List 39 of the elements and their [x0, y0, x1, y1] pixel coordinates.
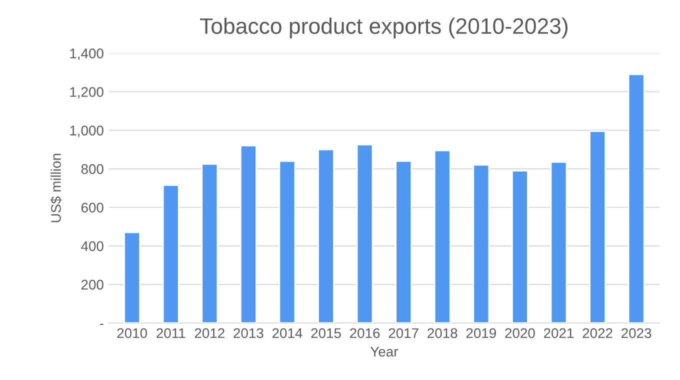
bar: [278, 160, 296, 323]
x-tick-label: 2015: [311, 328, 341, 338]
x-tick-label: 2011: [156, 328, 186, 338]
bar: [162, 184, 180, 323]
x-axis-title: Year: [370, 346, 398, 357]
y-axis-title: US$ million: [50, 154, 62, 222]
bar: [395, 160, 412, 323]
y-tick-label: 1,000: [70, 126, 104, 138]
bar: [240, 145, 257, 323]
x-tick-label: 2023: [622, 328, 652, 338]
bar: [512, 170, 528, 323]
y-tick-label: 600: [81, 202, 104, 213]
x-tick-label: 2010: [117, 328, 147, 338]
x-tick-label: 2012: [194, 328, 224, 338]
x-tick-label: 2017: [388, 328, 418, 338]
bar: [124, 232, 141, 323]
x-tick-label: 2018: [428, 328, 458, 338]
y-tick-label: 200: [81, 280, 104, 290]
x-tick-label: 2019: [466, 328, 496, 338]
bar: [434, 150, 451, 323]
bar: [356, 144, 374, 323]
y-tick-label: 800: [81, 164, 104, 174]
y-tick-label: 1,200: [70, 87, 104, 99]
y-tick-label: -: [100, 324, 104, 325]
bar: [472, 164, 490, 323]
y-tick-label: 1,400: [70, 48, 104, 60]
y-tick-label: 400: [81, 241, 104, 252]
chart-title: Tobacco product exports (2010-2023): [200, 18, 568, 38]
x-tick-label: 2013: [234, 328, 264, 338]
bar: [318, 148, 334, 323]
x-tick-label: 2022: [582, 328, 612, 338]
bar: [201, 163, 218, 323]
x-tick-label: 2021: [544, 328, 574, 338]
x-tick-label: 2016: [350, 328, 380, 338]
bar: [589, 130, 606, 323]
bar: [550, 161, 568, 323]
bar: [628, 74, 645, 323]
x-tick-label: 2014: [272, 328, 302, 338]
x-tick-label: 2020: [505, 328, 535, 338]
